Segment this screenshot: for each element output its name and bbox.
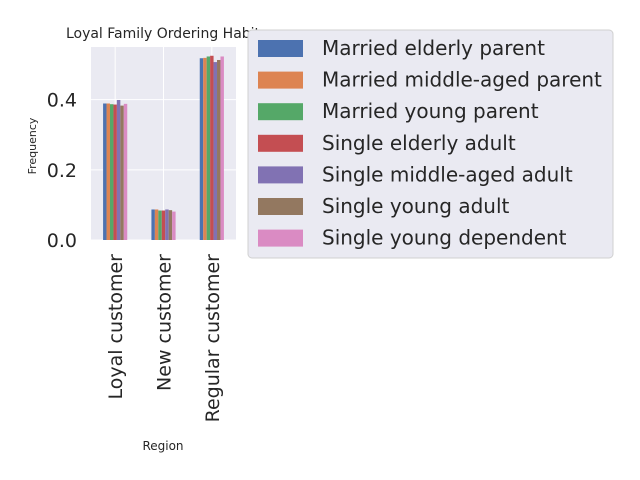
legend-label: Married young parent [322, 99, 539, 123]
legend-swatch [258, 166, 303, 184]
legend-swatch [258, 71, 303, 89]
chart-title: Loyal Family Ordering Habit [66, 26, 261, 42]
bar [103, 103, 107, 240]
legend-swatch [258, 198, 303, 215]
legend-swatch [258, 229, 303, 247]
bar [172, 211, 176, 240]
bar [161, 210, 166, 240]
x-axis-label: Region [142, 439, 183, 453]
bar [203, 57, 207, 241]
bar [116, 99, 121, 240]
bar [151, 209, 155, 240]
legend-label: Married middle-aged parent [322, 68, 602, 92]
legend-label: Single young adult [322, 194, 510, 218]
y-tick-label: 0.4 [47, 90, 77, 112]
y-tick-label: 0.0 [47, 230, 77, 252]
bar [206, 56, 211, 240]
bar [109, 104, 114, 240]
x-tick-label: New customer [154, 254, 176, 391]
legend: Married elderly parent Married middle-age… [247, 29, 614, 259]
bar [165, 209, 169, 240]
bar [120, 105, 124, 240]
bar [217, 59, 221, 240]
legend-label: Single middle-aged adult [322, 162, 573, 186]
legend-swatch [258, 103, 303, 121]
legend-frame [247, 29, 614, 259]
legend-label: Single elderly adult [322, 131, 516, 155]
bar [123, 103, 128, 240]
bar [220, 56, 224, 240]
bar [213, 62, 218, 240]
legend-label: Married elderly parent [322, 36, 545, 60]
y-axis-label: Frequency [26, 117, 39, 174]
x-tick-labels: Loyal customer New customer Regular custom… [105, 254, 224, 423]
y-tick-label: 0.2 [47, 160, 77, 182]
y-tick-labels: 0.0 0.2 0.4 [47, 90, 77, 252]
bar [210, 55, 214, 240]
bar [199, 58, 204, 240]
bar [106, 103, 110, 240]
x-tick-label: Loyal customer [105, 254, 127, 400]
bars [103, 55, 224, 241]
bar [168, 210, 173, 240]
bar [158, 210, 162, 240]
legend-swatch [258, 40, 303, 57]
x-tick-label: Regular customer [202, 254, 224, 423]
bar [154, 209, 159, 240]
bar [113, 104, 117, 240]
legend-label: Single young dependent [322, 226, 567, 250]
legend-swatch [258, 134, 303, 152]
